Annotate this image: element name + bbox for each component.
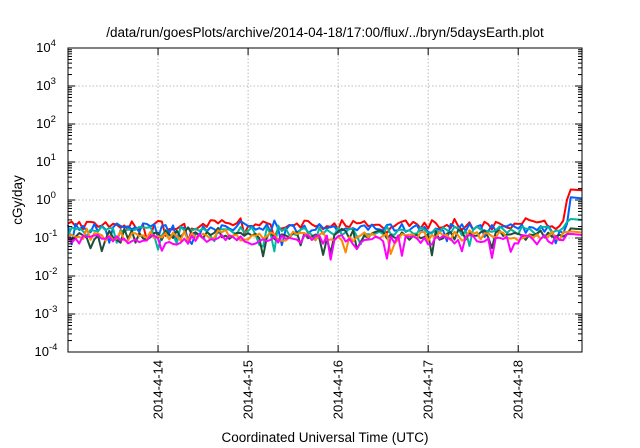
x-tick-label: 2014-4-14 bbox=[151, 360, 166, 419]
chart-title: /data/run/goesPlots/archive/2014-04-18/1… bbox=[106, 25, 544, 40]
y-tick-exponent: -1 bbox=[49, 228, 57, 239]
grid-lines bbox=[68, 48, 582, 352]
y-tick-base: 10 bbox=[36, 78, 50, 93]
y-tick-exponent: 2 bbox=[51, 114, 56, 125]
y-tick-base: 10 bbox=[35, 344, 49, 359]
series-line bbox=[67, 227, 583, 256]
y-tick-exponent: -4 bbox=[49, 342, 57, 353]
y-tick-base: 10 bbox=[35, 268, 49, 283]
y-tick-exponent: -3 bbox=[49, 304, 57, 315]
y-tick-exponent: 4 bbox=[51, 38, 56, 49]
y-tick-base: 10 bbox=[36, 192, 50, 207]
y-axis-label: cGy/day bbox=[10, 175, 25, 225]
series-line bbox=[67, 226, 583, 258]
y-tick-label: 103 bbox=[36, 76, 56, 93]
x-axis-label: Coordinated Universal Time (UTC) bbox=[221, 430, 428, 445]
y-tick-exponent: 3 bbox=[51, 76, 56, 87]
y-tick-base: 10 bbox=[36, 116, 50, 131]
y-tick-exponent: 0 bbox=[51, 190, 56, 201]
y-tick-base: 10 bbox=[36, 154, 50, 169]
y-tick-label: 104 bbox=[36, 38, 56, 55]
y-tick-label: 102 bbox=[36, 114, 56, 131]
y-tick-label: 101 bbox=[36, 152, 56, 169]
series-group bbox=[67, 188, 583, 261]
y-tick-label: 10-2 bbox=[35, 266, 58, 283]
x-tick-labels: 2014-4-14 2014-4-15 2014-4-16 2014-4-17 2014… bbox=[151, 360, 526, 419]
y-tick-label: 10-1 bbox=[35, 228, 58, 245]
y-tick-base: 10 bbox=[35, 306, 49, 321]
x-tick-label: 2014-4-15 bbox=[241, 360, 256, 419]
y-tick-exponent: 1 bbox=[51, 152, 56, 163]
y-tick-exponent: -2 bbox=[49, 266, 57, 277]
y-tick-label: 10-4 bbox=[35, 342, 58, 359]
x-tick-label: 2014-4-17 bbox=[421, 360, 436, 419]
x-tick-label: 2014-4-18 bbox=[511, 360, 526, 419]
y-tick-label: 100 bbox=[36, 190, 56, 207]
y-tick-base: 10 bbox=[35, 230, 49, 245]
y-tick-label: 10-3 bbox=[35, 304, 58, 321]
y-tick-base: 10 bbox=[36, 40, 50, 55]
x-tick-label: 2014-4-16 bbox=[331, 360, 346, 419]
series-line bbox=[67, 232, 583, 261]
tick-marks bbox=[68, 47, 582, 353]
